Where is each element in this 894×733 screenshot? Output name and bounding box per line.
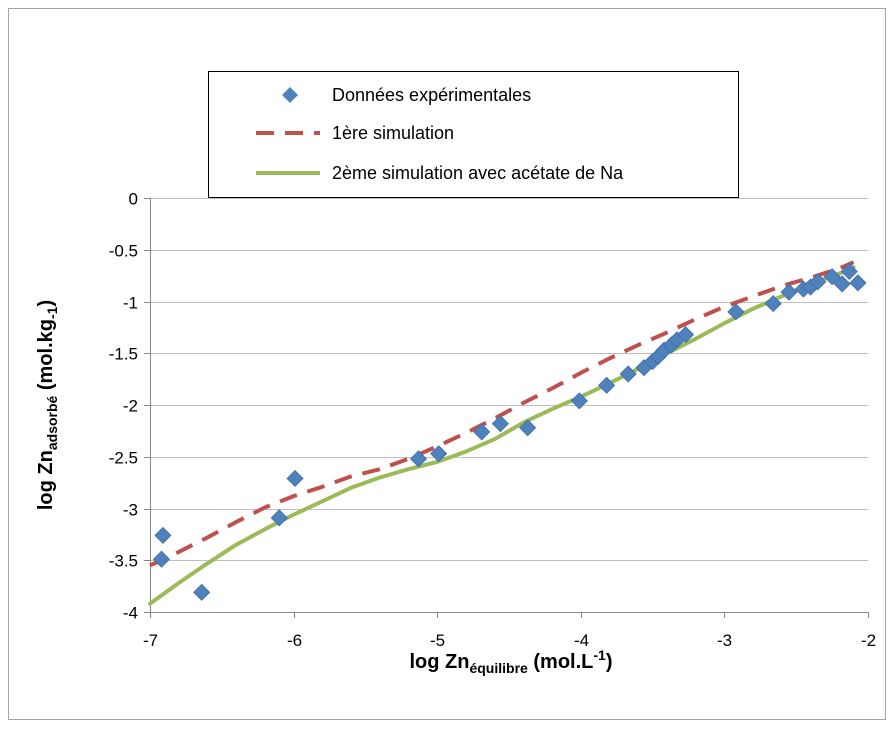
data-point	[780, 283, 798, 301]
x-tick-label: -5	[430, 631, 445, 650]
data-point	[519, 419, 537, 437]
y-tick-label: -0.5	[109, 242, 138, 261]
data-point	[491, 415, 509, 433]
series-line	[148, 265, 856, 606]
data-point	[677, 326, 695, 344]
data-point	[833, 275, 851, 293]
x-title-prefix: log Zn	[409, 651, 469, 673]
axis-titles: log Znéquilibre (mol.L-1)log Znadsorbé (…	[35, 300, 613, 676]
y-title-subscript2: -1	[44, 306, 60, 319]
data-point	[286, 469, 304, 488]
data-point	[809, 273, 827, 291]
legend-label: Données expérimentales	[332, 85, 531, 105]
legend-label: 1ère simulation	[332, 123, 454, 143]
y-tick-label: -2.5	[109, 449, 138, 468]
y-title-close: )	[35, 300, 57, 307]
y-tick-label: -2	[123, 397, 138, 416]
data-point	[409, 450, 428, 468]
data-point	[764, 295, 782, 313]
x-tick-label: -3	[717, 631, 732, 650]
y-tick-label: -4	[123, 604, 138, 623]
data-point	[154, 526, 172, 544]
plot-series	[148, 260, 867, 606]
y-axis-title: log Znadsorbé (mol.kg-1)	[35, 300, 60, 510]
axes: 0 -0.5 -1 -1.5 -2 -2.5 -3 -3.5 -4 -7 -6 -5 -4 -3 -2	[109, 190, 876, 651]
y-title-subscript: adsorbé	[44, 395, 60, 450]
data-point	[823, 268, 841, 286]
series-2	[148, 265, 856, 606]
series-markers	[152, 262, 867, 601]
x-tick-label: -7	[143, 631, 158, 650]
x-title-superscript: -1	[593, 647, 606, 663]
data-point	[270, 509, 288, 527]
data-point	[598, 376, 616, 394]
legend-marker	[282, 87, 298, 103]
y-tick-label: -3.5	[109, 552, 138, 571]
x-tick-label: -4	[574, 631, 589, 650]
y-title-prefix: log Zn	[35, 450, 57, 510]
y-tick-label: -3	[123, 501, 138, 520]
legend: Données expérimentales 1ère simulation 2èm…	[208, 71, 739, 198]
y-tick-label: -1.5	[109, 345, 138, 364]
y-tick-label: 0	[129, 190, 138, 209]
x-axis-title: log Znéquilibre (mol.L-1)	[409, 647, 612, 676]
y-tick-label: -1	[123, 294, 138, 313]
data-point	[840, 262, 858, 281]
data-point	[570, 392, 588, 410]
x-title-close: )	[606, 651, 613, 673]
data-point	[430, 445, 448, 463]
data-point	[727, 303, 745, 321]
data-point	[152, 550, 171, 568]
data-point	[849, 274, 867, 292]
y-title-unit: (mol.kg	[35, 319, 57, 396]
x-title-unit: (mol.L	[528, 651, 594, 673]
legend-label: 2ème simulation avec acétate de Na	[332, 163, 624, 183]
data-point	[193, 583, 211, 601]
series-line	[149, 260, 855, 568]
x-title-subscript: équilibre	[469, 660, 528, 676]
series-1	[149, 260, 855, 568]
data-point	[619, 365, 637, 383]
x-tick-label: -2	[861, 631, 876, 650]
data-point	[473, 423, 491, 441]
x-tick-label: -6	[287, 631, 302, 650]
